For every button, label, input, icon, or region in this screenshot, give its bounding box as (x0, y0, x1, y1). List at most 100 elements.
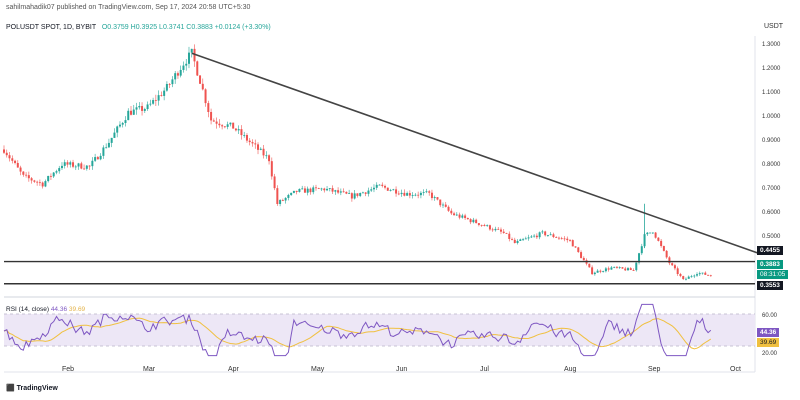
candle-down (270, 161, 273, 177)
candle-up (392, 189, 395, 191)
candle-down (444, 204, 447, 207)
candle-down (679, 274, 682, 277)
candle-down (466, 218, 469, 220)
candle-up (124, 120, 127, 123)
candle-down (569, 240, 572, 241)
candle-down (430, 192, 433, 199)
candle-down (475, 219, 478, 224)
candle-down (201, 83, 204, 90)
candle-up (105, 147, 108, 149)
candle-down (511, 238, 514, 240)
candle-up (165, 83, 168, 91)
candle-down (251, 142, 254, 144)
candle-down (342, 191, 345, 193)
price-tick: 0.8000 (762, 162, 781, 168)
candle-up (74, 166, 77, 168)
candle-up (596, 270, 599, 273)
candle-down (317, 188, 320, 189)
candle-down (303, 188, 306, 193)
tradingview-logo[interactable]: ⬛ TradingView (6, 384, 58, 392)
candle-down (439, 199, 442, 206)
candle-down (588, 263, 591, 268)
candle-down (497, 228, 500, 230)
candle-down (560, 238, 563, 240)
time-label: Feb (62, 366, 75, 373)
candle-down (240, 129, 243, 136)
candle-down (176, 73, 179, 76)
candle-down (27, 175, 30, 179)
candle-up (693, 275, 696, 277)
candle-down (557, 237, 560, 239)
candle-down (25, 174, 28, 176)
price-tick: 1.3000 (762, 42, 781, 48)
candle-down (281, 200, 284, 201)
candle-down (72, 162, 75, 167)
logo-icon: ⬛ (6, 385, 15, 392)
candle-down (381, 184, 384, 186)
candle-up (52, 172, 55, 177)
candle-up (701, 272, 704, 274)
candle-up (91, 160, 94, 167)
candle-up (696, 274, 699, 276)
candle-down (580, 252, 583, 258)
candle-down (268, 155, 271, 162)
candle-down (508, 233, 511, 239)
candle-down (621, 267, 624, 269)
candle-down (632, 270, 635, 271)
candle-up (55, 171, 58, 173)
candlestick-series (3, 44, 712, 281)
candle-down (221, 125, 224, 127)
candle-down (499, 229, 502, 232)
candle-down (450, 210, 453, 214)
candle-up (604, 268, 607, 272)
candle-down (199, 75, 202, 84)
rsi-title: RSI (14, close) 44.36 39.69 (6, 306, 85, 313)
candle-down (212, 120, 215, 122)
candle-down (80, 163, 83, 169)
candle-down (386, 187, 389, 191)
candle-down (88, 165, 91, 167)
price-tick: 1.2000 (762, 66, 781, 72)
symbol-name: POLUSDT SPOT, 1D, BYBIT (6, 24, 96, 31)
candle-up (406, 193, 409, 196)
candle-up (613, 266, 616, 268)
candle-down (488, 225, 491, 230)
price-tick: 1.1000 (762, 90, 781, 96)
candle-up (116, 126, 119, 133)
countdown-badge: 08:31:05 (757, 270, 789, 279)
candle-down (403, 192, 406, 196)
candle-up (121, 122, 124, 125)
candle-up (635, 262, 638, 271)
candle-down (480, 224, 483, 226)
descending-trendline[interactable] (191, 52, 759, 254)
candle-up (58, 168, 61, 172)
price-tick: 0.5000 (762, 234, 781, 240)
rsi-ma-line (3, 317, 712, 350)
candle-down (36, 181, 39, 183)
candle-down (66, 162, 69, 165)
candle-down (30, 178, 33, 181)
candle-down (215, 121, 218, 124)
time-label: May (311, 366, 325, 373)
candle-up (290, 192, 293, 195)
candle-up (533, 235, 536, 237)
candle-up (626, 268, 629, 271)
candle-down (397, 193, 400, 195)
price-tick: 0.9000 (762, 138, 781, 144)
candle-up (312, 187, 315, 193)
candle-down (232, 122, 235, 129)
candle-down (477, 223, 480, 225)
candle-up (306, 188, 309, 193)
candle-up (187, 52, 190, 64)
candle-up (279, 200, 282, 204)
candle-up (414, 194, 417, 196)
time-label: Jul (480, 366, 489, 373)
candle-up (389, 190, 392, 191)
candle-up (320, 188, 323, 190)
candle-down (458, 214, 461, 218)
candle-down (210, 111, 213, 121)
candle-up (527, 237, 530, 239)
candle-up (593, 272, 596, 275)
candle-down (331, 188, 334, 192)
